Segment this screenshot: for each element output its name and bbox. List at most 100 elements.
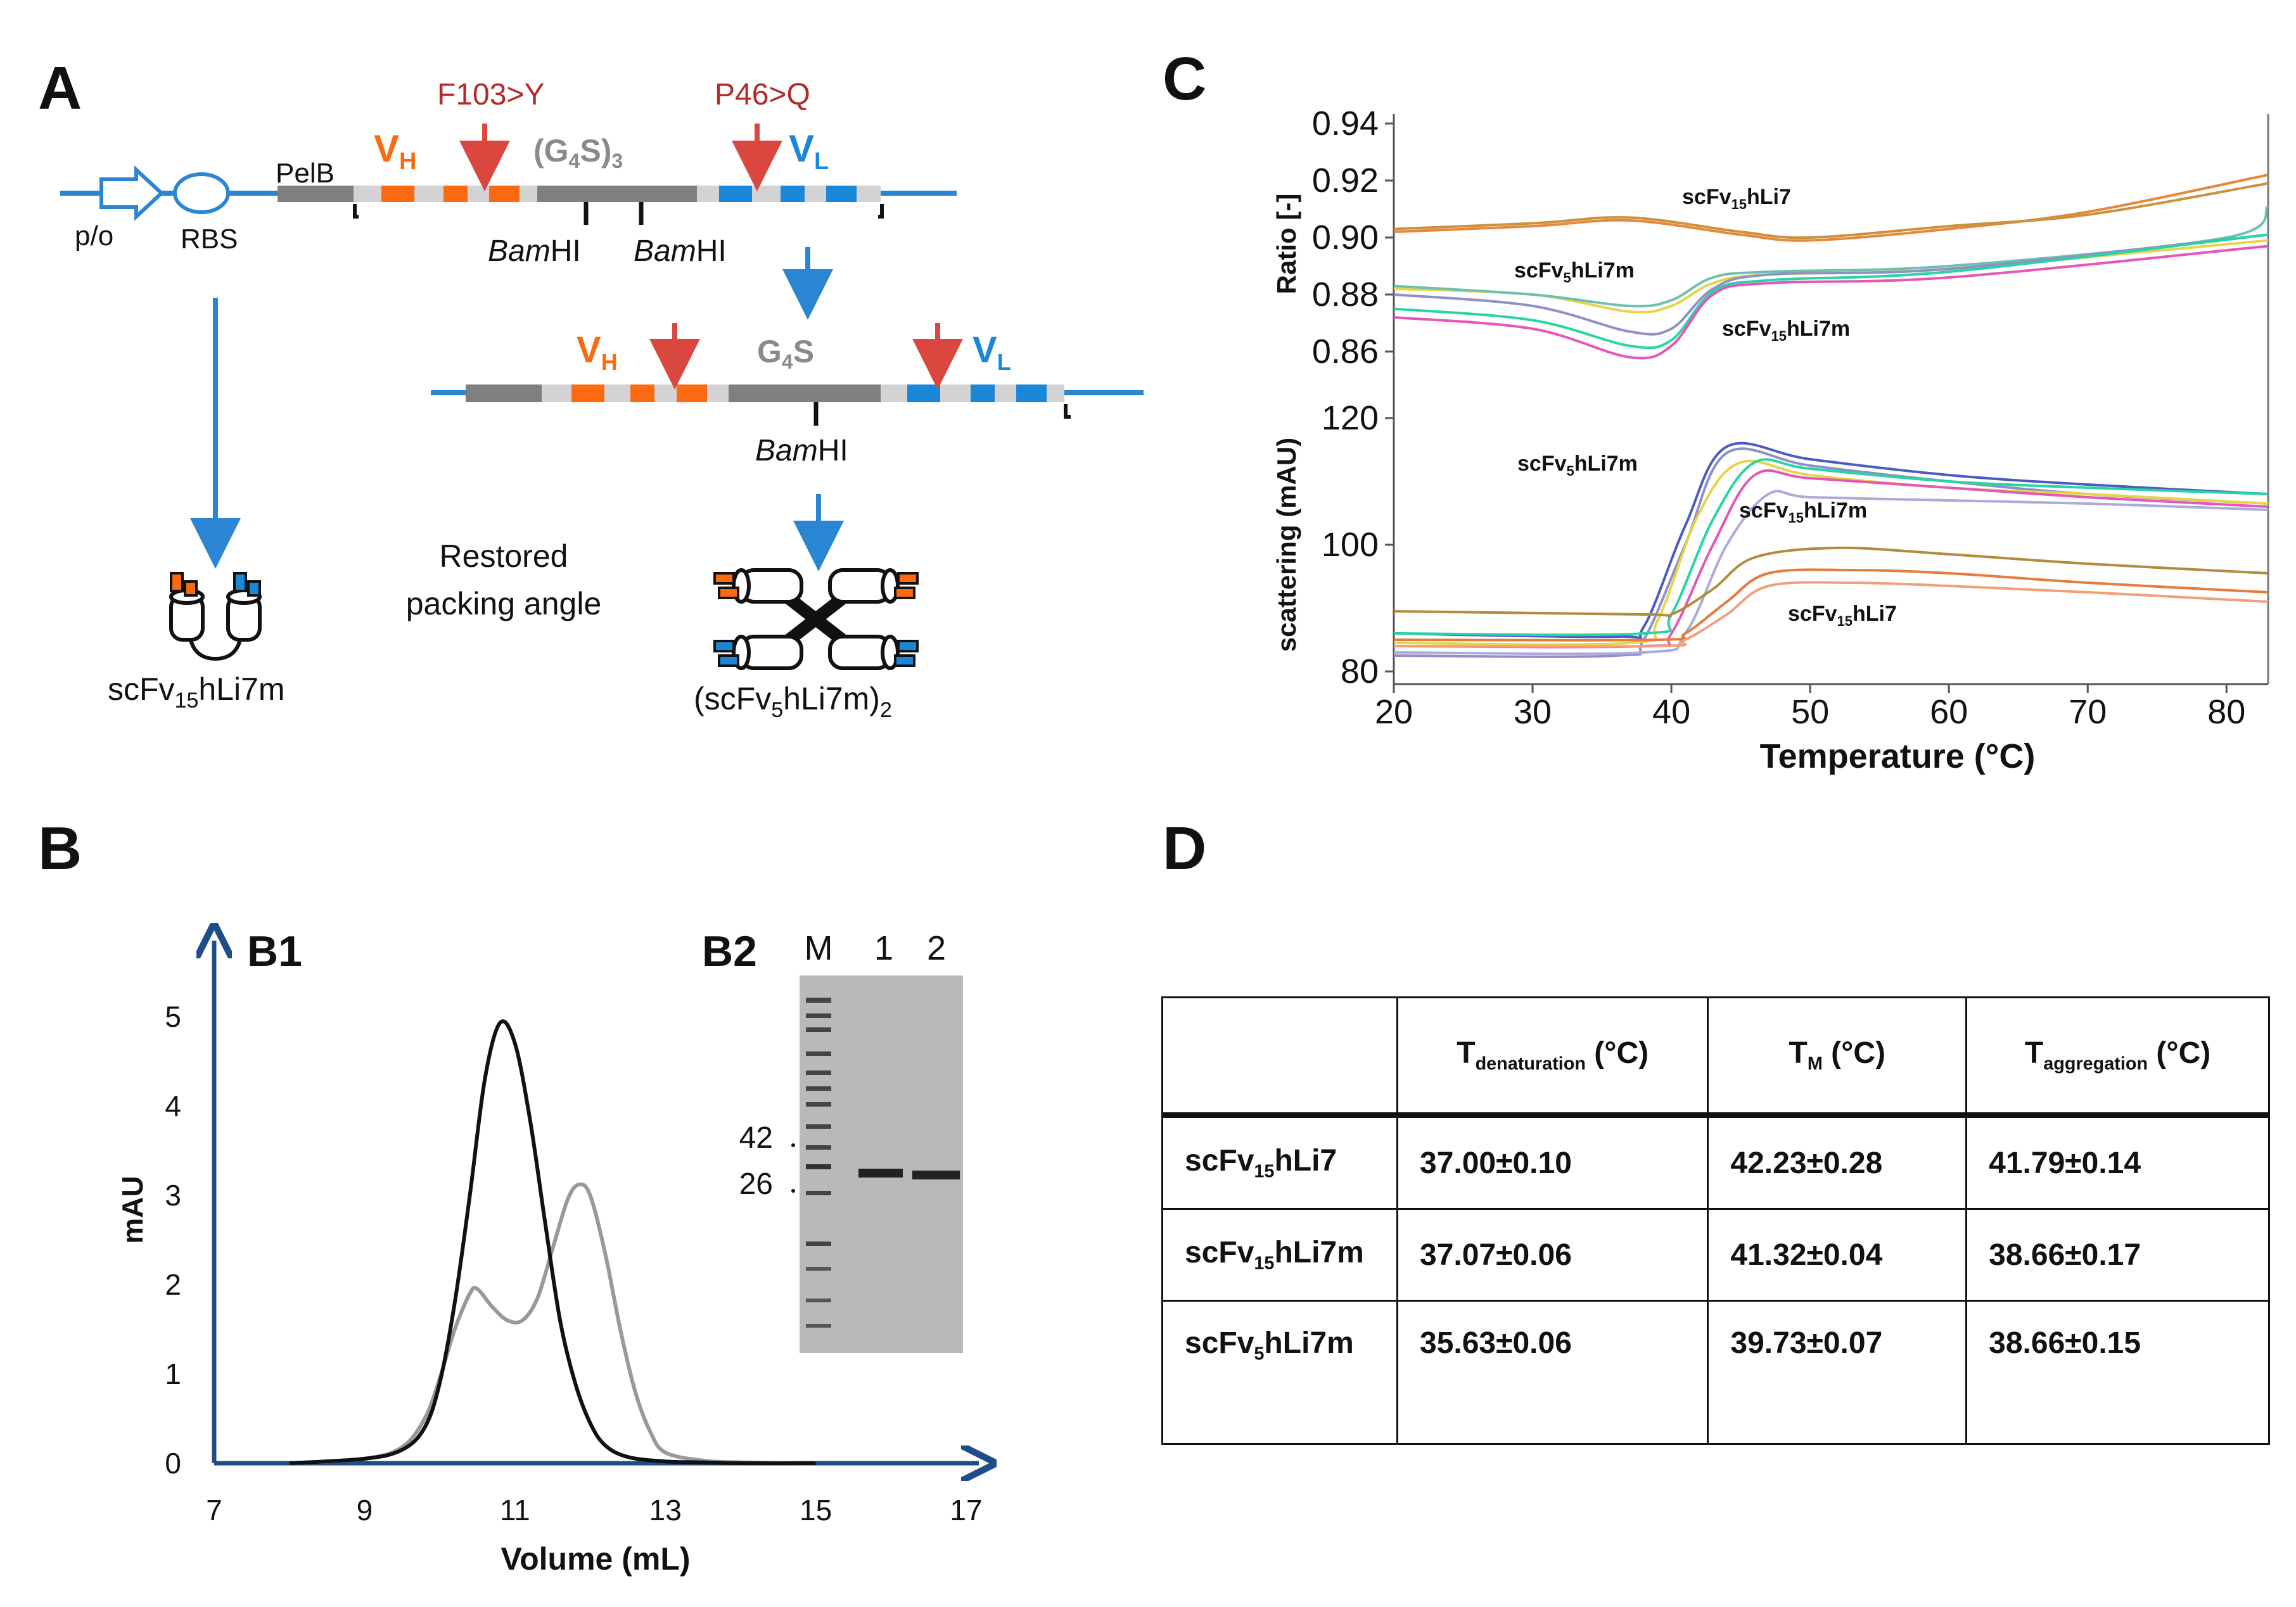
product-diabody-label: (scFv5hLi7m)2 <box>694 681 892 722</box>
table-row: scFv5hLi7m 35.63±0.06 39.73±0.07 38.66±0… <box>1161 1300 2270 1445</box>
table-header-empty <box>1161 996 1398 1118</box>
panel-letter-a: A <box>38 54 82 122</box>
gel-marker-42: 42 <box>739 1121 773 1155</box>
b1-xtick-label: 13 <box>649 1494 682 1527</box>
b1-ytick-label: 5 <box>165 1000 181 1033</box>
c-annot-ratio-mid2: scFv15hLi7m <box>1722 317 1850 344</box>
b1-xlabel: Volume (mL) <box>501 1541 690 1577</box>
b1-label: B1 <box>247 927 302 975</box>
b1-xtick-label: 7 <box>206 1494 222 1527</box>
table-cell-tagg: 41.79±0.14 <box>1965 1114 2270 1210</box>
table-header-tm: TM (°C) <box>1707 996 1968 1118</box>
table-cell-tagg: 38.66±0.15 <box>1965 1300 2270 1445</box>
c-ratio-series-green <box>1393 233 2269 350</box>
c-ratio-series-orange-1 <box>1393 174 2269 242</box>
c-scatter-series-green <box>1393 458 2269 637</box>
thermal-stability-table: Tdenaturation (°C) TM (°C) Taggregation … <box>1161 996 2270 1445</box>
table-cell-tden: 37.00±0.10 <box>1396 1114 1709 1210</box>
c-xtick-label: 20 <box>1375 693 1413 731</box>
promoter-label: p/o <box>75 220 113 251</box>
vh-label-row2: VH <box>577 329 618 375</box>
table-cell-tden: 37.07±0.06 <box>1396 1208 1709 1302</box>
pelb-segment <box>277 186 354 202</box>
scfv-diabody-icon <box>713 568 919 670</box>
c-xtick-label: 70 <box>2069 693 2107 731</box>
b1-xtick-label: 17 <box>950 1494 982 1527</box>
restored-label-line2: packing angle <box>406 586 602 621</box>
vl-label-row2: VL <box>973 329 1011 375</box>
b1-ytick-label: 0 <box>165 1447 181 1480</box>
c-xtick-label: 30 <box>1514 693 1552 731</box>
table-header-tden: Tdenaturation (°C) <box>1396 996 1709 1118</box>
c-annot-scat-2: scFv15hLi7m <box>1739 499 1867 526</box>
c-annot-ratio-top: scFv15hLi7 <box>1682 185 1791 212</box>
mutation-f103y-label: F103>Y <box>437 78 544 111</box>
c-scatter-series-olive <box>1393 546 2269 618</box>
pelb-label: PelB <box>276 158 335 189</box>
table-cell-tm: 41.32±0.04 <box>1707 1208 1968 1302</box>
rbs-label: RBS <box>181 224 238 255</box>
gel-lane-2: 2 <box>927 929 946 967</box>
b1-xtick-label: 9 <box>357 1494 373 1527</box>
table-cell-tagg: 38.66±0.17 <box>1965 1208 2270 1302</box>
c-ratio-ytick-label: 0.86 <box>1312 333 1379 371</box>
table-cell-tden: 35.63±0.06 <box>1396 1300 1709 1445</box>
c-scatter-series-orange <box>1393 568 2269 642</box>
c-xlabel: Temperature (°C) <box>1760 737 2036 775</box>
c-annot-scat-3: scFv15hLi7 <box>1788 602 1897 629</box>
gel-marker-26: 26 <box>739 1167 773 1201</box>
b1-ytick-label: 2 <box>165 1268 181 1301</box>
gel-bands <box>806 998 960 1328</box>
table-cell-tm: 39.73±0.07 <box>1707 1300 1968 1445</box>
c-annot-ratio-mid1: scFv5hLi7m <box>1514 258 1635 286</box>
promoter-icon <box>99 165 165 221</box>
table-row-name: scFv5hLi7m <box>1161 1300 1398 1445</box>
table-row: scFv15hLi7 37.00±0.10 42.23±0.28 41.79±0… <box>1161 1114 2270 1210</box>
c-ratio-ylabel: Ratio [-] <box>1272 194 1301 295</box>
b1-series-gray <box>289 1182 816 1465</box>
c-ratio-ytick-label: 0.88 <box>1312 276 1379 314</box>
c-thermal-charts: 0.86 0.88 0.90 0.92 0.94 80 100 120 20 30 40 50 60 70… <box>1312 105 2269 731</box>
table-header-row: Tdenaturation (°C) TM (°C) Taggregation … <box>1161 996 2270 1118</box>
b1-series-black <box>289 1019 816 1466</box>
c-scatter-series-salmon <box>1393 581 2269 648</box>
c-annot-scat-1: scFv5hLi7m <box>1517 452 1638 479</box>
c-ratio-ytick-label: 0.92 <box>1312 162 1379 200</box>
table-row: scFv15hLi7m 37.07±0.06 41.32±0.04 38.66±… <box>1161 1208 2270 1302</box>
c-scatter-series-light-purple <box>1393 490 2269 656</box>
linker-g4s3-label: (G4S)3 <box>533 133 623 172</box>
panel-letter-d: D <box>1163 815 1207 882</box>
b2-label: B2 <box>702 927 757 975</box>
panel-a-construct-diagram <box>60 124 1144 571</box>
table-cell-tm: 42.23±0.28 <box>1707 1114 1968 1210</box>
table-row-name: scFv15hLi7m <box>1161 1208 1398 1302</box>
c-ratio-series-purple <box>1393 233 2269 336</box>
gel-lane-1: 1 <box>874 929 893 967</box>
table-header-tagg: Taggregation (°C) <box>1965 996 2270 1118</box>
table-row-name: scFv15hLi7 <box>1161 1114 1398 1210</box>
c-scatter-series-yellow <box>1393 459 2269 646</box>
vl-label-row1: VL <box>789 127 829 175</box>
c-scatter-ytick-label: 100 <box>1322 526 1379 564</box>
b1-ytick-label: 4 <box>165 1089 181 1122</box>
c-xtick-label: 50 <box>1791 693 1829 731</box>
c-xtick-label: 60 <box>1930 693 1968 731</box>
vh-label-row1: VH <box>374 127 416 175</box>
c-ratio-series-orange-2 <box>1393 182 2269 239</box>
rbs-icon <box>173 172 230 214</box>
c-ratio-series-magenta <box>1393 245 2269 360</box>
b1-ytick-label: 1 <box>165 1357 181 1390</box>
product-monomer-label: scFv15hLi7m <box>108 671 285 713</box>
linker-g4s-segment <box>729 384 881 402</box>
b1-ylabel: mAU <box>116 1176 149 1243</box>
bamhi-label-1: BamHI <box>488 234 581 268</box>
b1-chromatogram: 7 9 11 13 15 17 0 1 2 3 4 5 <box>165 941 982 1527</box>
c-xtick-label: 80 <box>2207 693 2245 731</box>
c-ratio-series-teal <box>1393 205 2269 308</box>
restored-label-line1: Restored <box>440 538 568 574</box>
bamhi-label-2: BamHI <box>634 234 727 268</box>
c-ratio-ytick-label: 0.90 <box>1312 219 1379 257</box>
b1-ytick-label: 3 <box>165 1179 181 1212</box>
gel-lane-m: M <box>805 929 833 967</box>
scfv-monomer-icon <box>169 572 262 661</box>
